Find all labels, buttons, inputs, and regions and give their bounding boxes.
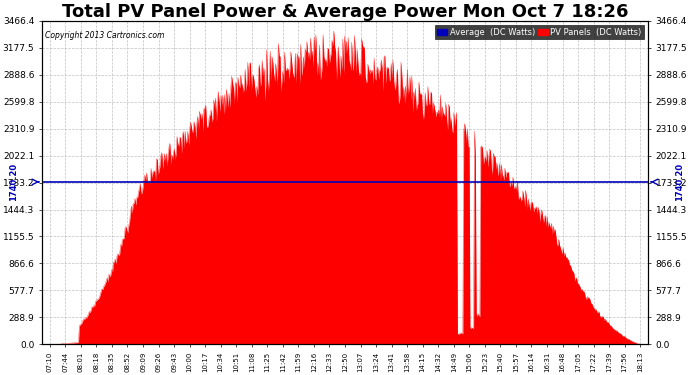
- Legend: Average  (DC Watts), PV Panels  (DC Watts): Average (DC Watts), PV Panels (DC Watts): [435, 25, 644, 39]
- Text: 1740.20: 1740.20: [676, 163, 684, 201]
- Title: Total PV Panel Power & Average Power Mon Oct 7 18:26: Total PV Panel Power & Average Power Mon…: [61, 3, 629, 21]
- Text: Copyright 2013 Cartronics.com: Copyright 2013 Cartronics.com: [45, 31, 164, 40]
- Text: 1740.20: 1740.20: [9, 163, 18, 201]
